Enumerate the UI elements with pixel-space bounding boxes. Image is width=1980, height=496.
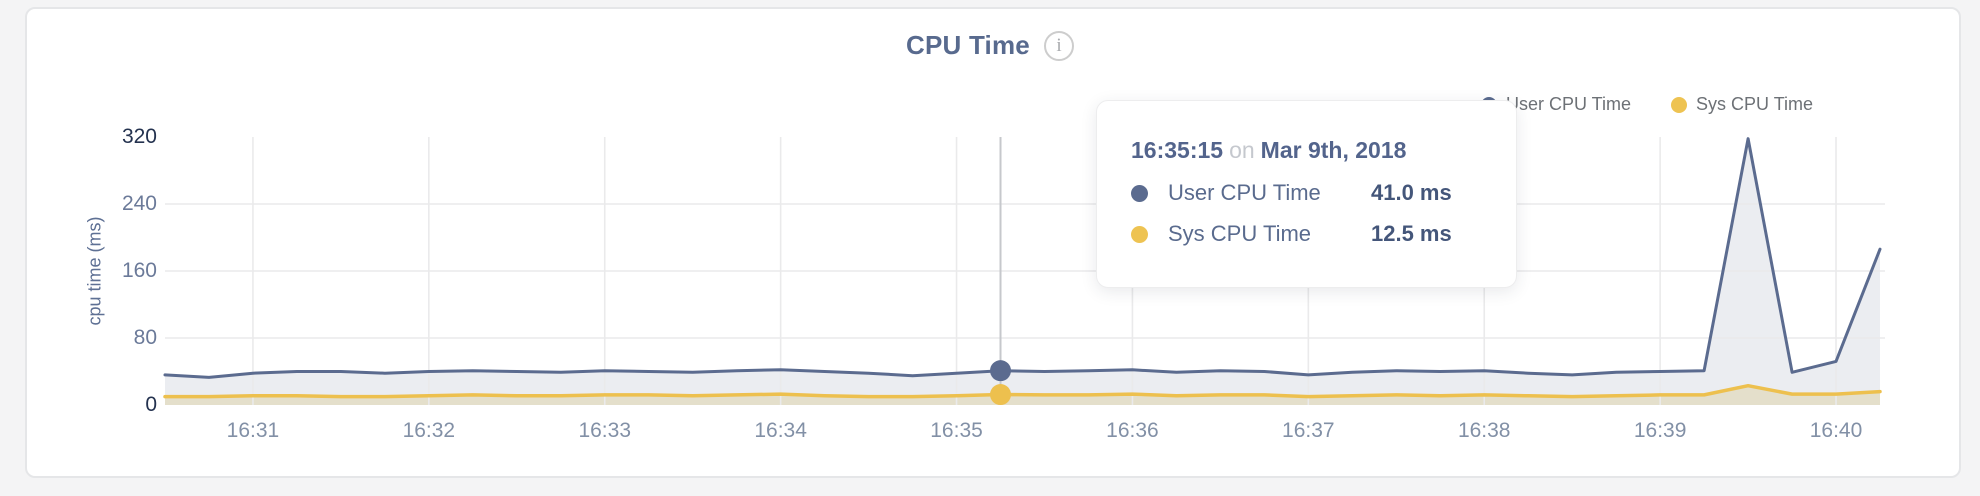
x-tick-label: 16:39 xyxy=(1633,419,1687,442)
sys-series-dot-icon xyxy=(1671,96,1688,113)
tooltip-row-user: User CPU Time 41.0 ms xyxy=(1131,178,1516,208)
tooltip-conjunction: on xyxy=(1229,137,1255,163)
tooltip-series-value: 12.5 ms xyxy=(1371,221,1452,246)
x-tick-label: 16:37 xyxy=(1282,419,1335,442)
user-series-line xyxy=(163,137,1882,379)
y-tick-label: 240 xyxy=(121,192,157,215)
user-series-area xyxy=(165,138,1880,405)
tooltip-series-value: 41.0 ms xyxy=(1371,180,1452,205)
x-tick-label: 16:38 xyxy=(1457,419,1511,442)
legend-label: Sys CPU Time xyxy=(1696,94,1814,114)
x-tick-label: 16:33 xyxy=(578,419,632,442)
hover-marker-user xyxy=(990,360,1012,382)
tooltip-header: 16:35:15 on Mar 9th, 2018 xyxy=(1131,137,1516,164)
chart-tooltip: 16:35:15 on Mar 9th, 2018 User CPU Time 41… xyxy=(1096,100,1517,288)
y-tick-label: 320 xyxy=(121,125,157,148)
tooltip-row-sys: Sys CPU Time 12.5 ms xyxy=(1131,219,1516,249)
hover-marker-sys xyxy=(990,384,1012,406)
sys-series-dot-icon xyxy=(1131,225,1148,243)
y-tick-label: 0 xyxy=(145,393,157,416)
page-title: CPU Time xyxy=(906,30,1030,60)
x-tick-label: 16:31 xyxy=(226,419,280,442)
x-tick-label: 16:34 xyxy=(754,419,807,442)
x-tick-label: 16:36 xyxy=(1106,419,1159,442)
tooltip-series-label: User CPU Time xyxy=(1168,180,1321,205)
info-icon[interactable]: i xyxy=(1043,30,1074,61)
y-tick-label: 80 xyxy=(133,326,157,349)
legend-item-sys-cpu-time[interactable]: Sys CPU Time xyxy=(1671,94,1813,115)
tooltip-date: Mar 9th, 2018 xyxy=(1260,137,1407,163)
tooltip-series-label: Sys CPU Time xyxy=(1168,221,1312,246)
x-tick-label: 16:32 xyxy=(402,419,456,442)
legend-label: User CPU Time xyxy=(1506,94,1632,114)
sys-series-line xyxy=(163,383,1882,399)
chart-legend: User CPU Time Sys CPU Time xyxy=(1481,94,1813,115)
user-series-dot-icon xyxy=(1131,184,1148,202)
x-tick-label: 16:35 xyxy=(930,419,983,442)
y-tick-label: 160 xyxy=(121,259,157,282)
x-tick-label: 16:40 xyxy=(1809,419,1863,442)
tooltip-time: 16:35:15 xyxy=(1131,137,1224,163)
chart-header: CPU Time i xyxy=(0,30,1980,61)
